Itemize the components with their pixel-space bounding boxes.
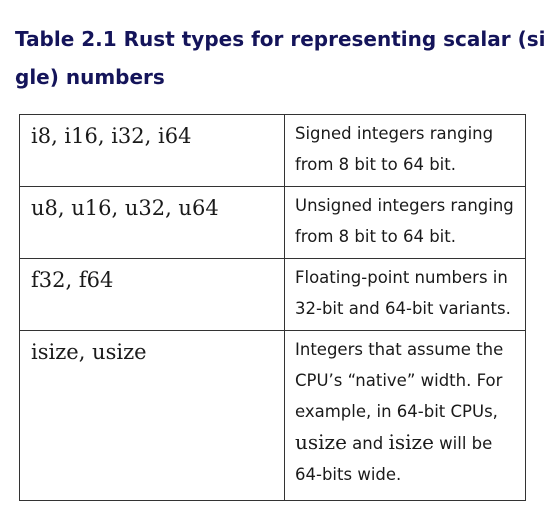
- description-line: Floating-point numbers in: [295, 268, 508, 287]
- type-names-cell: u8, u16, u32, u64: [19, 186, 285, 259]
- description-line: 32-bit and 64-bit variants.: [295, 299, 511, 318]
- type-description-cell: Unsigned integers ranging from 8 bit to …: [284, 186, 526, 259]
- caption-line-1: Table 2.1 Rust types for representing sc…: [15, 27, 544, 51]
- description-line: example, in 64-bit CPUs,: [295, 402, 498, 421]
- table-caption: Table 2.1 Rust types for representing sc…: [15, 20, 544, 96]
- table-row: i8, i16, i32, i64 Signed integers rangin…: [19, 114, 526, 187]
- description-line: from 8 bit to 64 bit.: [295, 155, 456, 174]
- description-line: Signed integers ranging: [295, 124, 494, 143]
- table-row: u8, u16, u32, u64 Unsigned integers rang…: [19, 186, 526, 259]
- description-line: from 8 bit to 64 bit.: [295, 227, 456, 246]
- type-names-cell: i8, i16, i32, i64: [19, 114, 285, 187]
- type-names-cell: f32, f64: [19, 258, 285, 331]
- inline-code-usize: usize: [295, 430, 347, 454]
- table-row: f32, f64 Floating-point numbers in 32-bi…: [19, 258, 526, 331]
- inline-code-isize: isize: [388, 430, 434, 454]
- description-line: 64-bits wide.: [295, 465, 402, 484]
- type-description-cell: Signed integers ranging from 8 bit to 64…: [284, 114, 526, 187]
- description-line: Unsigned integers ranging: [295, 196, 514, 215]
- inline-text-will-be: will be: [433, 434, 493, 453]
- scalar-types-table: i8, i16, i32, i64 Signed integers rangin…: [19, 114, 526, 501]
- description-line: usize and isize will be: [295, 427, 521, 459]
- caption-line-2: gle) numbers: [15, 65, 165, 89]
- table-row: isize, usize Integers that assume the CP…: [19, 330, 526, 501]
- inline-text-and: and: [346, 434, 389, 453]
- description-line: CPU’s “native” width. For: [295, 371, 503, 390]
- type-description-cell: Floating-point numbers in 32-bit and 64-…: [284, 258, 526, 331]
- description-line: Integers that assume the: [295, 340, 504, 359]
- type-description-cell: Integers that assume the CPU’s “native” …: [284, 330, 526, 501]
- type-names-cell: isize, usize: [19, 330, 285, 501]
